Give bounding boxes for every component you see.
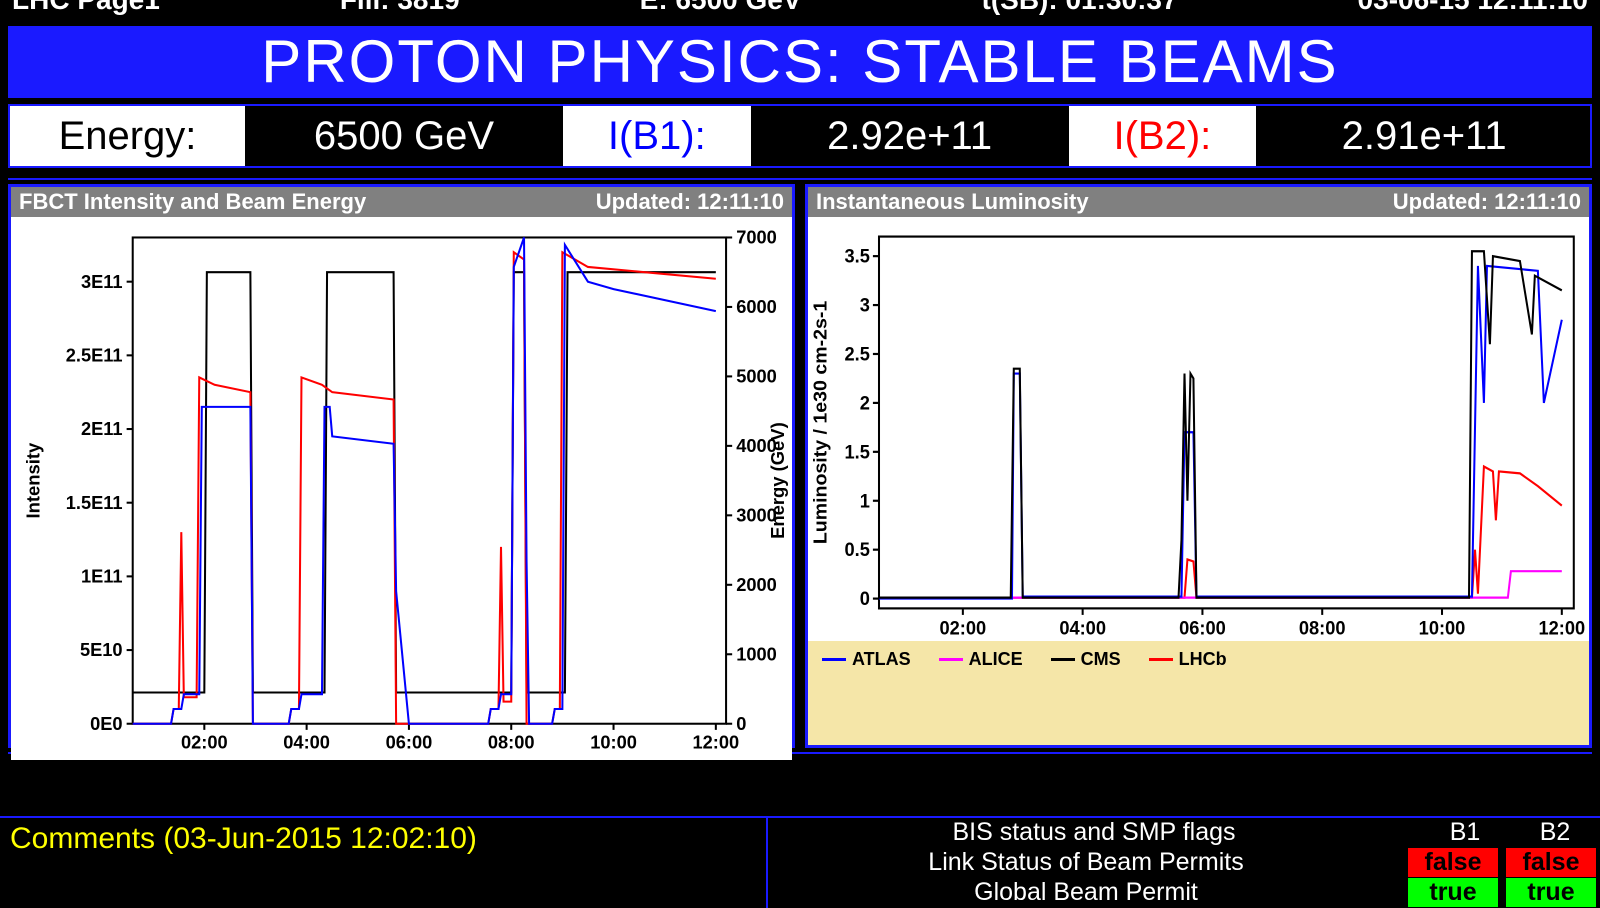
status-col-b1: B1: [1420, 818, 1510, 847]
svg-text:Intensity: Intensity: [22, 442, 43, 519]
legend-swatch: [1149, 658, 1173, 661]
svg-text:1E11: 1E11: [81, 565, 123, 586]
status-row: Global Beam Permit true true: [768, 877, 1600, 907]
svg-text:06:00: 06:00: [1179, 618, 1226, 640]
svg-text:1.5E11: 1.5E11: [66, 492, 123, 513]
chart2-title: Instantaneous Luminosity: [816, 189, 1089, 215]
svg-text:02:00: 02:00: [181, 731, 228, 752]
status-row-label: Link Status of Beam Permits: [768, 848, 1404, 877]
status-col-b2: B2: [1510, 818, 1600, 847]
svg-text:3E11: 3E11: [81, 271, 123, 292]
legend-swatch: [822, 658, 846, 661]
chart2-svg: 0 0.5 1 1.5 2 2.5 3 3.5 02:00 04:00 06:00 08:00 10:0…: [808, 217, 1589, 641]
energy-label: Energy:: [10, 106, 247, 166]
energy-value: 6500 GeV: [247, 106, 563, 166]
legend-label: ALICE: [969, 649, 1023, 670]
chart2-body: 0 0.5 1 1.5 2 2.5 3 3.5 02:00 04:00 06:00 08:00 10:0…: [808, 217, 1589, 641]
svg-text:2.5E11: 2.5E11: [66, 344, 123, 365]
topbar-fill: Fill: 3819: [340, 0, 460, 20]
svg-text:0: 0: [860, 589, 870, 611]
svg-text:10:00: 10:00: [1419, 618, 1466, 640]
svg-text:7000: 7000: [736, 227, 777, 248]
chart-luminosity: Instantaneous Luminosity Updated: 12:11:…: [805, 184, 1592, 748]
gap-row: [0, 754, 1600, 816]
status-header-row: BIS status and SMP flags B1 B2: [768, 818, 1600, 848]
mode-banner: PROTON PHYSICS: STABLE BEAMS: [8, 26, 1592, 98]
comments-header: Comments (03-Jun-2015 12:02:10): [10, 822, 756, 856]
chart2-updated: Updated: 12:11:10: [1393, 189, 1581, 215]
svg-text:08:00: 08:00: [1299, 618, 1346, 640]
status-header: BIS status and SMP flags: [768, 818, 1420, 847]
chart1-header: FBCT Intensity and Beam Energy Updated: …: [11, 187, 792, 217]
svg-text:Energy (GeV): Energy (GeV): [767, 422, 788, 539]
b1-value: 2.92e+11: [753, 106, 1069, 166]
status-row: Link Status of Beam Permits false false: [768, 848, 1600, 878]
svg-text:3.5: 3.5: [845, 246, 870, 268]
svg-text:2000: 2000: [736, 574, 777, 595]
svg-text:06:00: 06:00: [386, 731, 433, 752]
svg-text:1000: 1000: [736, 643, 777, 664]
svg-text:5E10: 5E10: [80, 639, 123, 660]
b2-value: 2.91e+11: [1258, 106, 1590, 166]
svg-text:5000: 5000: [736, 365, 777, 386]
svg-text:04:00: 04:00: [1059, 618, 1106, 640]
svg-text:04:00: 04:00: [283, 731, 330, 752]
charts-container: FBCT Intensity and Beam Energy Updated: …: [8, 178, 1592, 754]
status-row-label: Global Beam Permit: [768, 878, 1404, 907]
b2-label: I(B2):: [1069, 106, 1259, 166]
topbar-energy: E: 6500 GeV: [640, 0, 802, 20]
chart1-title: FBCT Intensity and Beam Energy: [19, 189, 366, 215]
svg-text:02:00: 02:00: [940, 618, 987, 640]
chart-intensity-energy: FBCT Intensity and Beam Energy Updated: …: [8, 184, 795, 748]
legend-label: LHCb: [1179, 649, 1227, 670]
topbar-sb: t(SB): 01:30:37: [982, 0, 1178, 20]
svg-text:08:00: 08:00: [488, 731, 535, 752]
chart1-body: 0E05E101E111.5E112E112.5E113E11010002000…: [11, 217, 792, 760]
svg-text:0E0: 0E0: [90, 713, 122, 734]
legend-label: CMS: [1081, 649, 1121, 670]
legend-swatch: [939, 658, 963, 661]
chart1-svg: 0E05E101E111.5E112E112.5E113E11010002000…: [11, 217, 792, 760]
svg-text:6000: 6000: [736, 296, 777, 317]
topbar-date: 03-06-15 12:11:10: [1358, 0, 1588, 20]
legend-item-lhcb: LHCb: [1149, 649, 1227, 670]
chart2-header: Instantaneous Luminosity Updated: 12:11:…: [808, 187, 1589, 217]
legend-item-alice: ALICE: [939, 649, 1023, 670]
topbar-page: LHC Page1: [12, 0, 160, 20]
svg-text:1: 1: [860, 491, 870, 513]
comments-panel: Comments (03-Jun-2015 12:02:10): [0, 818, 768, 908]
status-b1-cell: false: [1408, 848, 1498, 877]
svg-text:2.5: 2.5: [845, 344, 870, 366]
legend-label: ATLAS: [852, 649, 911, 670]
chart2-legend: ATLAS ALICE CMS LHCb: [808, 641, 1589, 745]
svg-text:1.5: 1.5: [845, 442, 870, 464]
top-bar: LHC Page1 Fill: 3819 E: 6500 GeV t(SB): …: [0, 0, 1600, 20]
svg-text:2: 2: [860, 393, 870, 415]
info-row: Energy: 6500 GeV I(B1): 2.92e+11 I(B2): …: [8, 104, 1592, 168]
chart1-updated: Updated: 12:11:10: [596, 189, 784, 215]
bis-smp-panel: BIS status and SMP flags B1 B2 Link Stat…: [768, 818, 1600, 908]
svg-text:0.5: 0.5: [845, 540, 870, 562]
status-b1-cell: true: [1408, 878, 1498, 907]
svg-text:3: 3: [860, 295, 870, 317]
b1-label: I(B1):: [563, 106, 753, 166]
svg-text:12:00: 12:00: [1538, 618, 1585, 640]
status-b2-cell: true: [1506, 878, 1596, 907]
svg-text:12:00: 12:00: [693, 731, 740, 752]
legend-item-atlas: ATLAS: [822, 649, 911, 670]
svg-text:Luminosity / 1e30 cm-2s-1: Luminosity / 1e30 cm-2s-1: [811, 301, 831, 544]
legend-swatch: [1051, 658, 1075, 661]
svg-text:2E11: 2E11: [81, 418, 123, 439]
legend-item-cms: CMS: [1051, 649, 1121, 670]
svg-text:10:00: 10:00: [590, 731, 637, 752]
status-area: Comments (03-Jun-2015 12:02:10) BIS stat…: [0, 816, 1600, 908]
status-b2-cell: false: [1506, 848, 1596, 877]
